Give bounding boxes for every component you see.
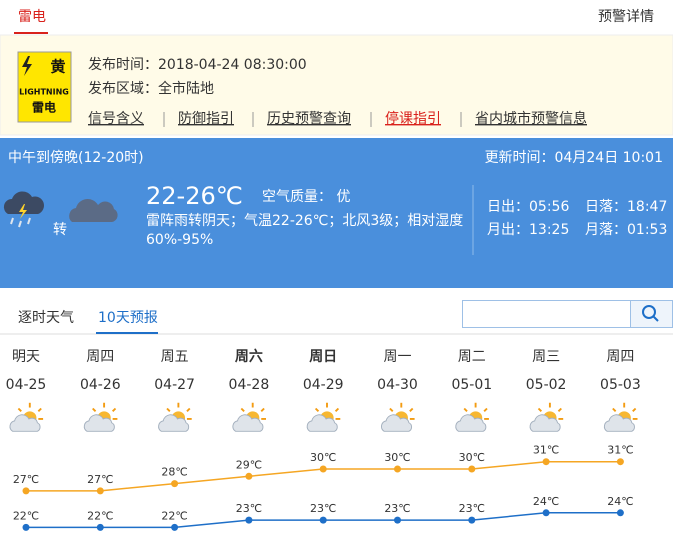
- date: 05-01: [451, 377, 492, 393]
- date: 04-26: [80, 377, 121, 393]
- temp-point: [22, 523, 30, 531]
- weather-icon: [231, 401, 267, 433]
- search-icon: [642, 305, 659, 322]
- weather-icon: [454, 401, 490, 433]
- desc: 60%-95%: [146, 232, 213, 248]
- tab-active[interactable]: 雷电: [18, 9, 46, 25]
- storm-icon: [3, 191, 45, 228]
- temp-label: 23℃: [310, 502, 336, 515]
- weekday: 周四: [86, 349, 114, 365]
- warning-link[interactable]: 省内城市预警信息: [475, 110, 587, 127]
- temp-label: 22℃: [13, 509, 39, 522]
- warning-link[interactable]: 历史预警查询: [267, 111, 351, 127]
- temp-point: [542, 458, 550, 466]
- date: 04-29: [303, 377, 344, 393]
- temp-point: [245, 516, 253, 524]
- warning-link[interactable]: 信号含义: [88, 111, 144, 127]
- warning-name: 雷电: [32, 100, 56, 115]
- temp-label: 24℃: [533, 495, 559, 508]
- tab-underline: [96, 332, 158, 334]
- weather-icon: [157, 401, 193, 433]
- updated: 更新时间：04月24日 10:01: [485, 150, 663, 166]
- temp-label: 22℃: [161, 509, 187, 522]
- temp-point: [171, 523, 179, 531]
- temp-label: 27℃: [13, 473, 39, 486]
- temp-point: [171, 480, 179, 488]
- sunset: 日落：18:47: [585, 199, 667, 215]
- weather-icon: [306, 401, 342, 433]
- moonrise: 月出：13:25: [487, 222, 569, 238]
- search-button[interactable]: [630, 300, 673, 328]
- warning-panel: [0, 34, 673, 136]
- temp-point: [394, 516, 401, 524]
- weekday: 周一: [384, 349, 412, 365]
- tab[interactable]: 逐时天气: [18, 310, 74, 326]
- tab-underline: [14, 32, 48, 34]
- lightning-glyph: [22, 56, 32, 76]
- temp-point: [96, 523, 104, 531]
- weather-icon: [380, 401, 416, 433]
- temp-point: [245, 472, 253, 480]
- weather-icon: [83, 401, 119, 433]
- date: 05-03: [600, 377, 641, 393]
- temp-point: [468, 465, 476, 473]
- temp-point: [96, 487, 104, 495]
- warning-link[interactable]: 停课指引: [385, 110, 441, 127]
- weekday: 周日: [309, 349, 337, 365]
- desc: 雷阵雨转阴天；气温22-26℃；北风3级；相对湿度: [146, 213, 463, 229]
- date: 04-30: [377, 377, 418, 393]
- weekday: 周五: [161, 349, 189, 365]
- weekday: 周二: [458, 349, 486, 365]
- temp-point: [319, 465, 327, 473]
- temp-point: [616, 509, 624, 517]
- temp: 22-26℃: [146, 182, 243, 210]
- tab-active[interactable]: 10天预报: [98, 310, 158, 326]
- weekday: 周三: [532, 349, 560, 365]
- temp-label: 29℃: [236, 458, 262, 471]
- tab-bar: [0, 0, 673, 35]
- temp-point: [22, 487, 30, 495]
- temp-label: 30℃: [384, 451, 410, 464]
- temp-label: 23℃: [459, 502, 485, 515]
- temp-label: 27℃: [87, 473, 113, 486]
- temp-label: 22℃: [87, 509, 113, 522]
- temp-point: [542, 509, 550, 517]
- temp-label: 23℃: [236, 502, 262, 515]
- cloud-icon: [69, 199, 118, 222]
- warning-en: LIGHTNING: [19, 88, 69, 97]
- date: 04-27: [154, 377, 195, 393]
- warning-level: 黄: [50, 58, 65, 76]
- weekday: 周四: [606, 349, 634, 365]
- temp-label: 30℃: [459, 451, 485, 464]
- change: 转: [53, 222, 67, 238]
- temp-point: [394, 465, 401, 473]
- weekday: 明天: [12, 349, 40, 365]
- temp-point: [468, 516, 476, 524]
- period: 中午到傍晚(12-20时): [8, 149, 144, 166]
- weekday: 周六: [235, 348, 263, 365]
- warning-link[interactable]: 防御指引: [178, 111, 234, 127]
- temp-label: 31℃: [533, 444, 559, 457]
- weather-icon: [603, 401, 639, 433]
- date: 04-25: [6, 377, 47, 393]
- temp-label: 28℃: [161, 466, 187, 479]
- detail-link[interactable]: 预警详情: [598, 9, 654, 25]
- weather-icon: [529, 401, 565, 433]
- weather-icon: [8, 401, 45, 433]
- moonset: 月落：01:53: [585, 222, 667, 238]
- temp-point: [616, 458, 624, 466]
- publish-time: 发布时间：2018-04-24 08:30:00: [88, 57, 307, 73]
- temp-label: 31℃: [607, 444, 633, 457]
- air-quality: 空气质量： 优: [262, 189, 350, 205]
- sunrise: 日出：05:56: [487, 199, 569, 215]
- temp-label: 24℃: [607, 495, 633, 508]
- temp-point: [319, 516, 327, 524]
- temp-label: 30℃: [310, 451, 336, 464]
- temp-label: 23℃: [384, 502, 410, 515]
- date: 04-28: [229, 377, 270, 393]
- date: 05-02: [526, 377, 567, 393]
- publish-area: 发布区域：全市陆地: [88, 80, 214, 97]
